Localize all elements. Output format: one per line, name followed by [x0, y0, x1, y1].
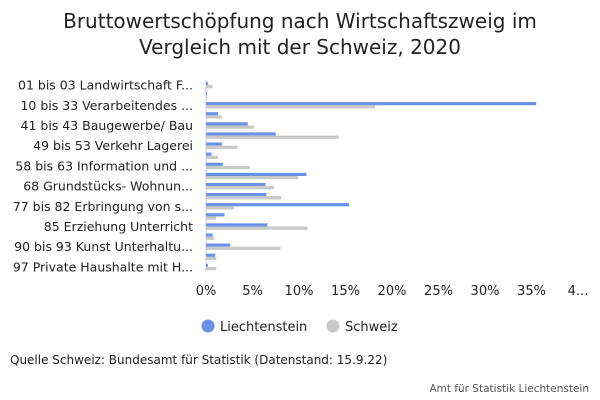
x-tick-label-8: 4... — [568, 284, 589, 299]
bar-liechtenstein-15 — [206, 233, 213, 237]
bar-liechtenstein-2 — [206, 102, 537, 106]
bar-schweiz-5 — [206, 135, 339, 139]
source-note: Quelle Schweiz: Bundesamt für Statistik … — [10, 353, 388, 367]
chart-title-line-2: Vergleich mit der Schweiz, 2020 — [139, 35, 461, 59]
category-label-10: 68 Grundstücks- Wohnun... — [23, 179, 193, 194]
bar-schweiz-4 — [206, 125, 255, 129]
category-label-18: 97 Private Haushalte mit H... — [13, 259, 193, 274]
bar-liechtenstein-13 — [206, 213, 225, 217]
category-label-8: 58 bis 63 Information und ... — [15, 158, 193, 173]
bar-schweiz-0 — [206, 85, 213, 89]
bar-liechtenstein-4 — [206, 122, 248, 126]
bar-liechtenstein-14 — [206, 223, 268, 227]
x-tick-label-1: 5% — [242, 284, 263, 299]
bar-schweiz-13 — [206, 216, 217, 220]
category-label-12: 77 bis 82 Erbringung von s... — [13, 199, 193, 214]
category-label-0: 01 bis 03 Landwirtschaft F... — [18, 78, 193, 93]
bar-liechtenstein-3 — [206, 112, 219, 116]
bar-liechtenstein-12 — [206, 203, 350, 207]
x-tick-label-2: 10% — [285, 284, 314, 299]
x-tick-label-4: 20% — [378, 284, 407, 299]
bar-liechtenstein-7 — [206, 152, 212, 156]
category-label-14: 85 Erziehung Unterricht — [44, 219, 193, 234]
bar-liechtenstein-8 — [206, 162, 223, 166]
bar-schweiz-1 — [206, 95, 207, 99]
bar-schweiz-17 — [206, 256, 217, 261]
bar-liechtenstein-16 — [206, 243, 231, 247]
bar-liechtenstein-18 — [206, 263, 208, 267]
bar-liechtenstein-10 — [206, 182, 266, 187]
x-tick-label-6: 30% — [471, 284, 500, 299]
x-tick-label-0: 0% — [196, 284, 217, 299]
bar-schweiz-16 — [206, 246, 281, 250]
bar-schweiz-15 — [206, 236, 215, 240]
bar-liechtenstein-11 — [206, 193, 267, 197]
x-tick-label-7: 35% — [517, 284, 546, 299]
bar-schweiz-9 — [206, 176, 299, 180]
bar-schweiz-8 — [206, 165, 250, 170]
bar-schweiz-10 — [206, 186, 274, 190]
legend-label-liechtenstein[interactable]: Liechtenstein — [220, 320, 307, 335]
category-label-6: 49 bis 53 Verkehr Lagerei — [33, 138, 193, 153]
bar-schweiz-18 — [206, 266, 217, 271]
bar-schweiz-3 — [206, 115, 222, 119]
chart-title-line-1: Bruttowertschöpfung nach Wirtschaftszwei… — [63, 9, 537, 33]
legend-label-schweiz[interactable]: Schweiz — [345, 320, 398, 335]
bar-liechtenstein-17 — [206, 253, 216, 257]
legend-marker-liechtenstein[interactable] — [201, 319, 215, 333]
category-label-4: 41 bis 43 Baugewerbe/ Bau — [21, 118, 193, 133]
bar-liechtenstein-5 — [206, 132, 276, 136]
bar-schweiz-2 — [206, 105, 376, 109]
bar-schweiz-14 — [206, 226, 308, 230]
bar-liechtenstein-9 — [206, 172, 307, 176]
x-tick-label-3: 15% — [331, 284, 360, 299]
bar-liechtenstein-0 — [206, 81, 208, 86]
bar-schweiz-12 — [206, 206, 234, 210]
bar-schweiz-7 — [206, 155, 219, 159]
bar-liechtenstein-6 — [206, 142, 222, 146]
x-tick-label-5: 25% — [424, 284, 453, 299]
bar-schweiz-6 — [206, 145, 238, 149]
bar-schweiz-11 — [206, 196, 282, 200]
category-label-16: 90 bis 93 Kunst Unterhaltu... — [14, 239, 193, 254]
legend-marker-schweiz[interactable] — [326, 319, 340, 333]
credit-note: Amt für Statistik Liechtenstein — [429, 383, 589, 395]
bar-liechtenstein-1 — [206, 91, 207, 96]
category-label-2: 10 bis 33 Verarbeitendes ... — [20, 98, 193, 113]
